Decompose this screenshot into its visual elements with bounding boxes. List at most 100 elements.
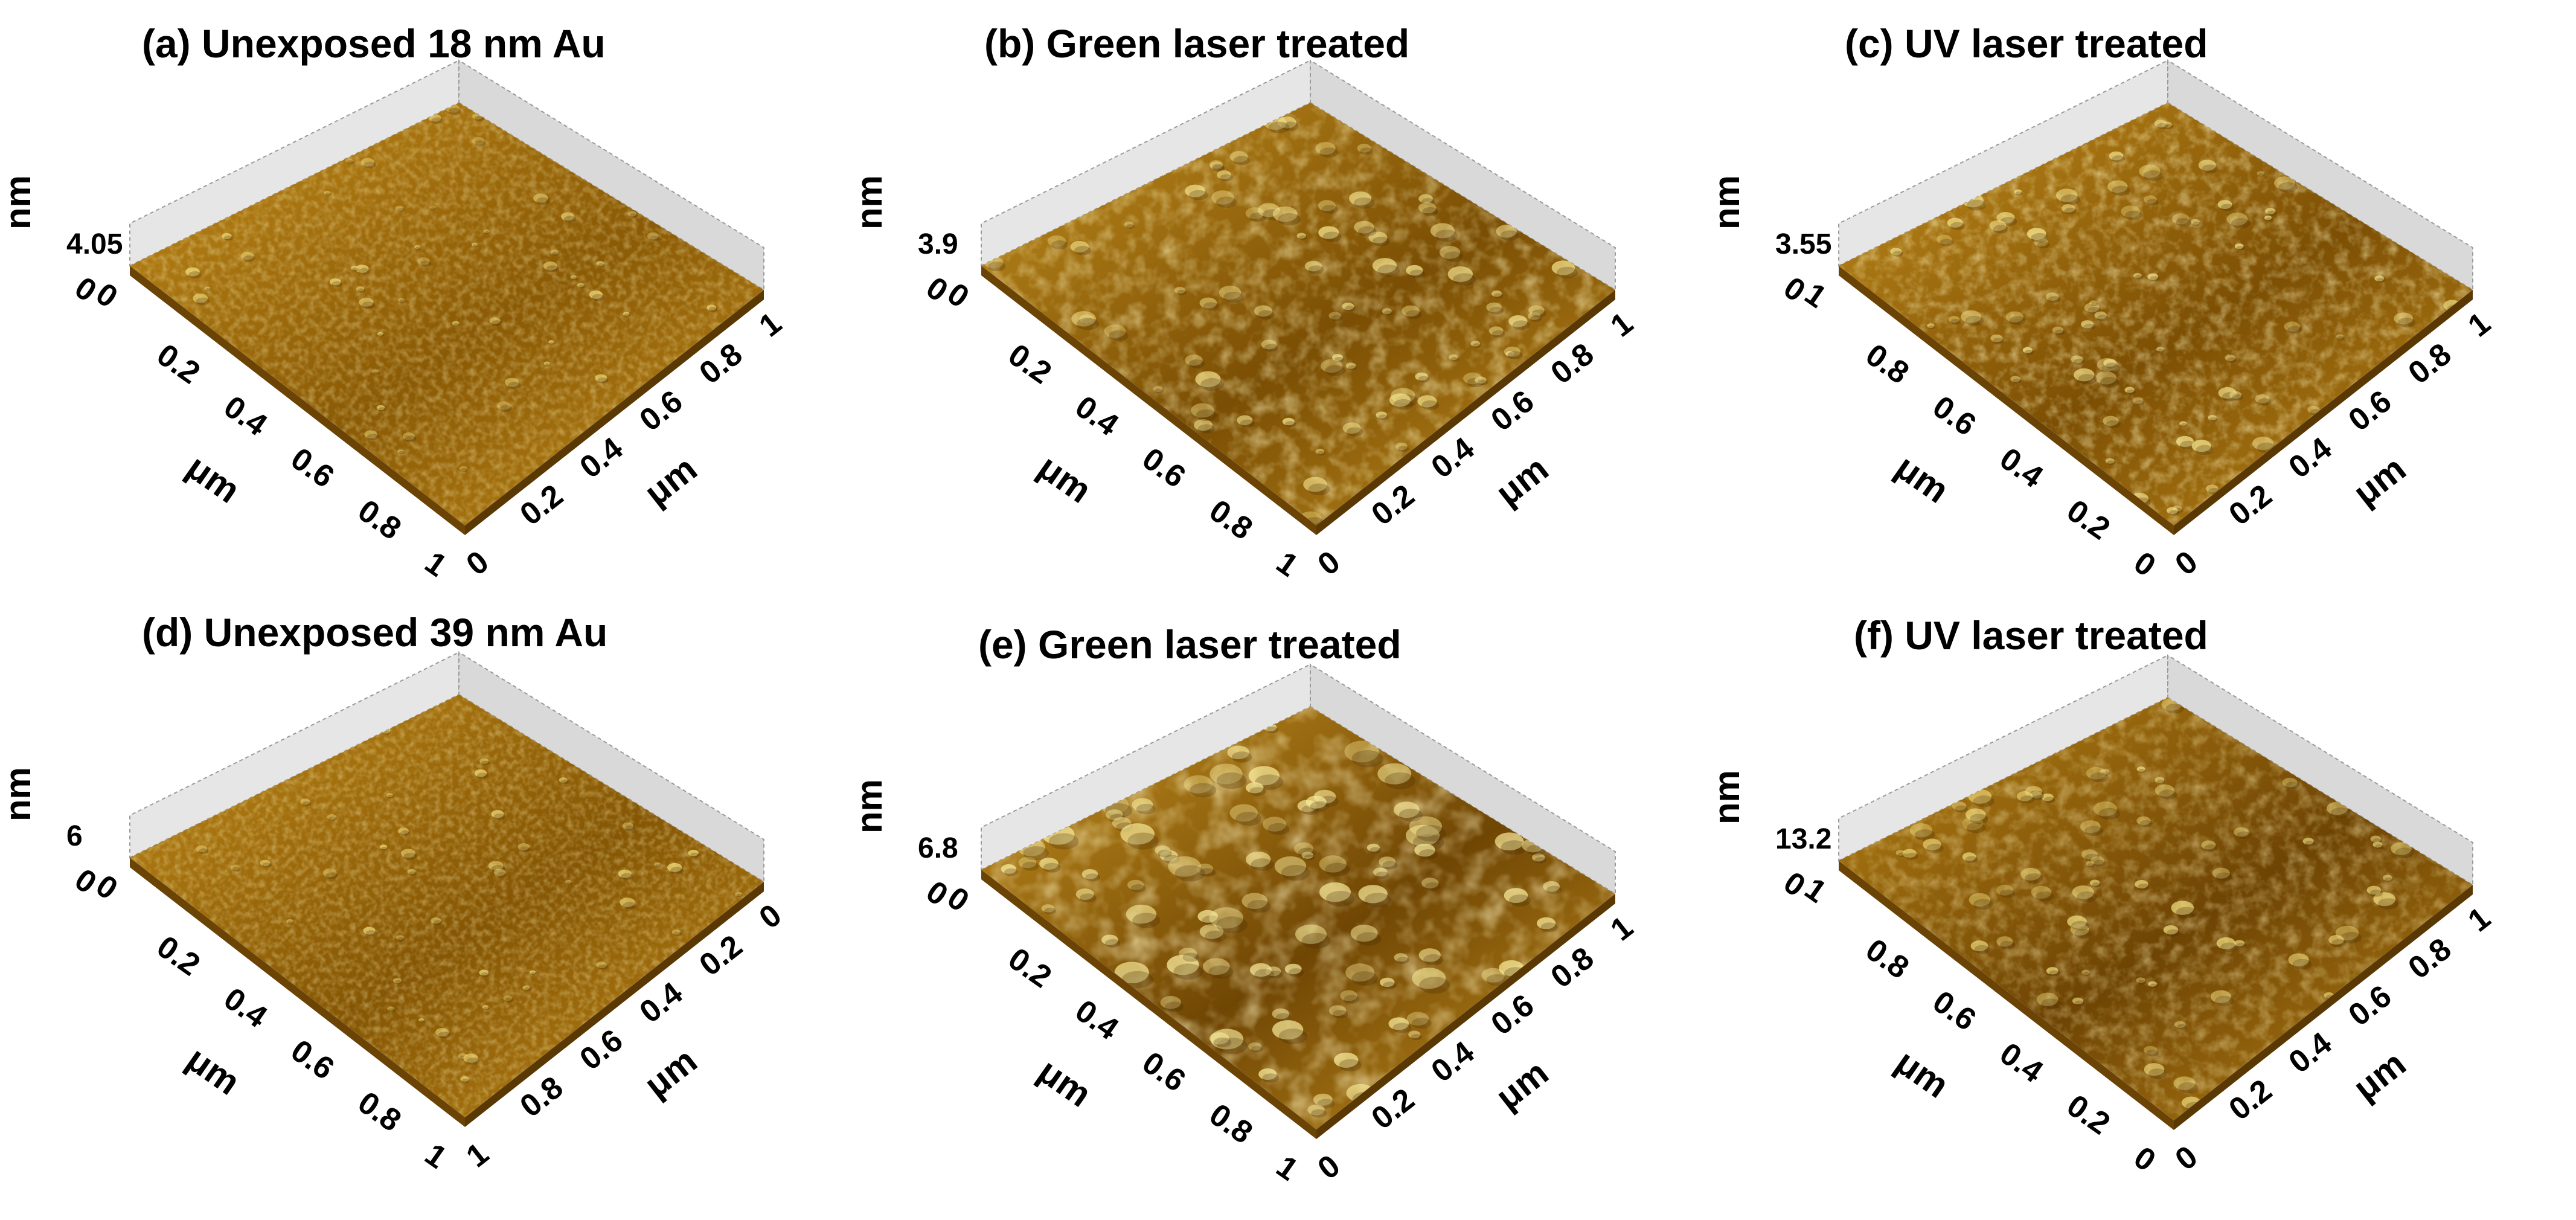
surface-peak: [2284, 321, 2300, 332]
surface-peak: [1249, 963, 1272, 977]
panel-a: (a) Unexposed 18 nm Au nm 4.05 0.20.40.60.…: [0, 21, 788, 583]
surface-peak: [517, 843, 530, 850]
surface-peak: [1368, 231, 1388, 243]
surface-peak: [1333, 1052, 1359, 1068]
surface-peak: [595, 374, 607, 382]
surface-peak: [1209, 907, 1243, 929]
surface-peak: [2105, 458, 2115, 464]
surface-peak: [1047, 235, 1066, 247]
surface-peak: [1101, 934, 1118, 945]
surface-peak: [1307, 1104, 1325, 1116]
surface-peak: [1349, 191, 1372, 206]
surface-peak: [2034, 237, 2048, 247]
surface-peak: [2095, 371, 2117, 385]
surface-peak: [2174, 1021, 2186, 1029]
surface-peak: [2080, 820, 2101, 833]
surface-peak: [1366, 843, 1380, 852]
surface-peak: [2264, 215, 2272, 220]
surface-peak: [2081, 849, 2098, 860]
surface-peak: [396, 205, 404, 211]
surface-peak: [1475, 376, 1487, 384]
surface-peak: [483, 229, 490, 234]
left-axis-tick: 0.2: [2060, 493, 2116, 547]
surface-peak: [1388, 1017, 1409, 1030]
surface-peak: [1395, 442, 1408, 451]
left-axis-tick: 0.4: [217, 981, 274, 1035]
surface-peak: [2374, 275, 2385, 281]
surface-peak: [1551, 260, 1575, 275]
surface-peak: [1342, 303, 1354, 310]
left-axis-tick: 1: [1270, 1149, 1304, 1187]
panel-title: (e) Green laser treated: [978, 622, 1402, 667]
left-axis-tick: 0.2: [1002, 337, 1057, 391]
back-wall-right: [2167, 654, 2473, 886]
surface-peak: [2143, 1045, 2158, 1055]
surface-peak: [589, 290, 603, 299]
surface-peak: [1217, 170, 1231, 179]
surface-peak: [363, 926, 376, 935]
surface-peak: [329, 278, 341, 286]
surface-peak: [1902, 849, 1917, 858]
surface-peak: [1246, 782, 1264, 794]
surface-peak: [2307, 405, 2320, 414]
surface-peak: [2100, 769, 2109, 775]
front-edge-left: [981, 266, 1316, 535]
back-wall-right: [1310, 59, 1616, 291]
surface-peak: [2086, 766, 2106, 780]
surface-peak: [2136, 977, 2145, 983]
back-wall-left: [981, 59, 1311, 267]
left-axis-tick: 0.6: [1136, 1045, 1191, 1099]
right-axis-origin: 1: [460, 1136, 495, 1175]
surface-peak: [1185, 355, 1203, 366]
surface-peak: [417, 257, 430, 265]
surface-peak: [1996, 885, 2014, 896]
left-axis-label: μm: [1031, 1050, 1098, 1115]
surface-peak: [1491, 290, 1502, 297]
left-axis-tick: 0.8: [351, 493, 407, 547]
panel-d: (d) Unexposed 39 nm Au nm 6 0.20.40.60.8 1 μ…: [0, 610, 788, 1175]
front-edge-left: [981, 870, 1316, 1139]
right-axis-label: μm: [2345, 448, 2413, 513]
surface-peak: [2136, 766, 2145, 772]
surface-peak: [2109, 151, 2124, 161]
surface-peak: [431, 917, 441, 924]
surface-peak: [2147, 273, 2159, 280]
right-axis-origin: 0: [1312, 544, 1347, 583]
surface-peak: [1421, 878, 1439, 888]
surface-peak: [372, 369, 379, 374]
surface-peak: [1263, 817, 1287, 832]
surface-peak: [397, 449, 404, 454]
front-edge-right: [1316, 894, 1615, 1139]
surface-peak: [386, 1006, 394, 1011]
surface-peak: [1961, 310, 1981, 323]
surface-peak: [2144, 195, 2157, 204]
surface-peak: [185, 267, 200, 277]
surface-peak: [1970, 940, 1988, 952]
surface-peak: [1318, 200, 1336, 211]
surface-peak: [1409, 816, 1442, 837]
surface-peak: [1245, 851, 1271, 867]
surface-peak: [2288, 953, 2309, 966]
surface-peak: [1174, 287, 1185, 294]
surface-peak: [596, 261, 604, 266]
surface-peak: [2205, 484, 2219, 493]
surface-peak: [559, 777, 568, 783]
surface-peak: [577, 283, 585, 287]
surface-peak: [1909, 823, 1933, 838]
surface-peak: [460, 1076, 469, 1082]
panel-f: (f) UV laser treated nm 13.2 0.80.60.40.2 0…: [1706, 613, 2497, 1178]
surface-peak: [1195, 371, 1221, 387]
surface-peak: [1969, 893, 1991, 907]
surface-peak: [667, 862, 682, 872]
surface-peak: [1350, 925, 1378, 942]
left-axis-tick: 1: [418, 1137, 453, 1175]
surface-peak: [2094, 311, 2107, 319]
surface-peak: [1153, 386, 1163, 393]
surface-peak: [418, 1018, 425, 1022]
surface-peak: [1313, 1093, 1333, 1106]
surface-peak: [345, 158, 353, 163]
surface-peak: [2080, 320, 2094, 329]
surface-peak: [2155, 784, 2174, 797]
left-axis-tick: 1: [418, 545, 453, 583]
surface-peak: [2229, 391, 2242, 399]
